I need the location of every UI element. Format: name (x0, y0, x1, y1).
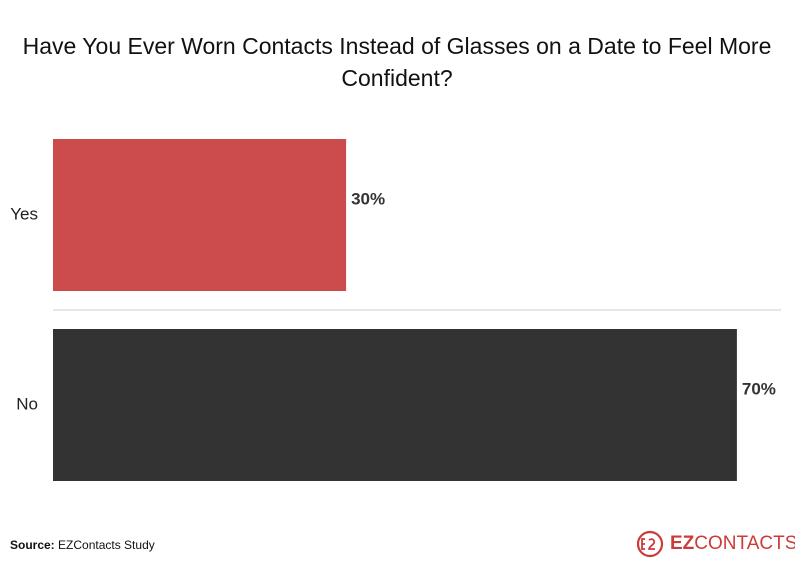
bar (53, 329, 737, 481)
category-label: No (16, 394, 38, 413)
brand-logo: EZ CONTACTS (636, 530, 795, 558)
bar (53, 139, 347, 291)
source-text: EZContacts Study (58, 538, 155, 552)
value-label: 70% (742, 379, 776, 398)
logo-light: CONTACTS (694, 533, 795, 554)
source-note: Source: EZContacts Study (10, 538, 155, 552)
category-label: Yes (10, 204, 38, 223)
value-label: 30% (351, 189, 385, 208)
chart-title: Have You Ever Worn Contacts Instead of G… (22, 33, 772, 91)
logo-bold: EZ (670, 533, 695, 554)
source-label: Source: (10, 538, 55, 552)
logo-icon (636, 530, 664, 558)
